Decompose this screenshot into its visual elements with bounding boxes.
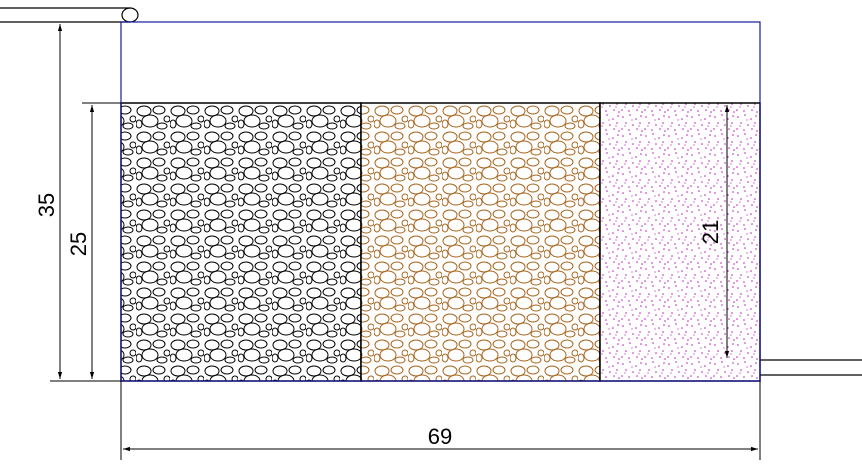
- tank-outline: [120, 21, 761, 382]
- dim-total-height: [50, 21, 121, 382]
- dim-label: 69: [428, 424, 452, 449]
- inlet-pipe: [0, 7, 139, 23]
- dim-label: 25: [66, 232, 91, 256]
- fine-gravel: [360, 102, 601, 382]
- coarse-gravel: [120, 102, 362, 382]
- dim-fill-height: [82, 102, 121, 379]
- sand-layer: [599, 102, 761, 382]
- dim-label: 35: [34, 193, 59, 217]
- dim-sand-height: [718, 102, 760, 358]
- dim-total-width: [120, 381, 761, 460]
- dim-label: 21: [698, 220, 723, 244]
